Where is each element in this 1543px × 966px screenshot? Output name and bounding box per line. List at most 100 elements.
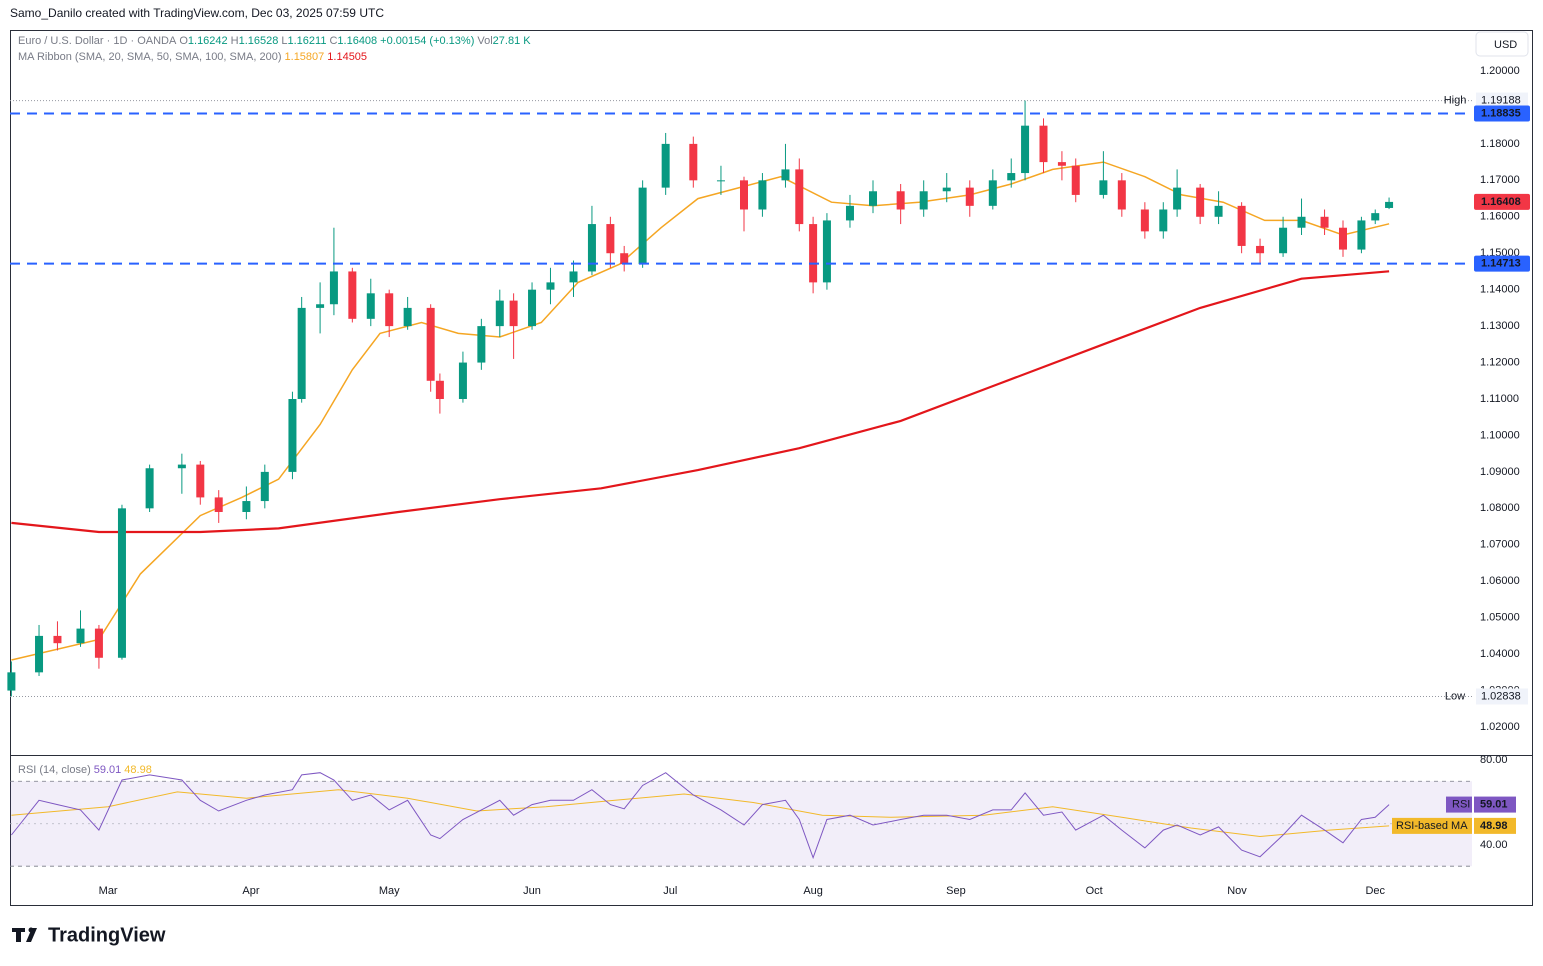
x-tick-label: Aug: [803, 885, 823, 897]
candle-body: [758, 180, 767, 210]
candle-body: [329, 271, 338, 305]
logo: [12, 927, 37, 942]
last-price-box: [1474, 193, 1530, 210]
extreme-box: [1476, 688, 1528, 705]
rsi-legend-value: 59.01: [93, 764, 122, 776]
candle-body: [288, 399, 297, 472]
candle-body: [845, 205, 854, 221]
candle-body: [661, 143, 670, 188]
candle-body: [689, 143, 698, 181]
extreme-label: High: [1444, 95, 1467, 107]
ohlc-letter: L: [281, 35, 288, 47]
candle-body: [1159, 209, 1168, 232]
y-tick-label: 1.04000: [1480, 648, 1520, 660]
x-tick-label: Dec: [1365, 885, 1385, 897]
candle-body: [988, 180, 997, 206]
candle-body: [606, 224, 615, 254]
ohlc-letter: O: [179, 35, 188, 47]
y-tick-label: 1.12000: [1480, 356, 1520, 368]
y-tick-label: 1.11000: [1480, 393, 1519, 405]
x-tick-label: May: [379, 885, 400, 897]
y-tick-label: 1.07000: [1480, 539, 1520, 551]
candle-body: [569, 271, 578, 283]
level-value: 1.14713: [1481, 258, 1521, 270]
candle-body: [528, 289, 537, 327]
currency-label[interactable]: USD: [1494, 39, 1517, 51]
y-tick-label: 1.18000: [1480, 138, 1520, 150]
x-tick-label: Mar: [99, 885, 118, 897]
y-tick-label: 1.14000: [1480, 284, 1520, 296]
x-tick-label: Nov: [1227, 885, 1247, 897]
candle-body: [546, 282, 555, 290]
candle-body: [1117, 180, 1126, 210]
moving-average: [11, 270, 1390, 534]
x-tick-label: Sep: [946, 885, 966, 897]
candle-body: [53, 635, 62, 644]
ohlc-value: 1.16242: [187, 35, 228, 47]
level-box: [1474, 105, 1530, 122]
candle-body: [316, 304, 325, 308]
currency-button[interactable]: [1475, 31, 1529, 57]
candle-body: [1279, 227, 1288, 254]
level-box: [1474, 255, 1530, 272]
candle-body: [366, 293, 375, 319]
candle-body: [1214, 205, 1223, 217]
candle-body: [117, 508, 126, 658]
candle-body: [94, 628, 103, 658]
y-tick-label: 1.06000: [1480, 575, 1520, 587]
volume: 27.81 K: [492, 35, 531, 47]
rsi-name: RSI: [1452, 798, 1470, 810]
y-tick-label: 1.08000: [1480, 502, 1520, 514]
attribution: Samo_Danilo created with TradingView.com…: [10, 6, 384, 20]
ma-value: 1.14505: [327, 51, 368, 63]
extreme-box: [1476, 92, 1528, 109]
last-price: 1.16408: [1481, 196, 1521, 208]
candle-body: [1357, 220, 1366, 250]
y-tick-label: 1.10000: [1480, 429, 1520, 441]
y-tick-label: 1.05000: [1480, 612, 1520, 624]
candle-body: [587, 224, 596, 272]
y-tick-label: 1.17000: [1480, 174, 1520, 186]
candle-body: [1071, 165, 1080, 195]
candle-body: [435, 380, 444, 400]
ma-title: MA Ribbon (SMA, 20, SMA, 50, SMA, 100, S…: [18, 51, 282, 63]
candle-body: [1256, 245, 1265, 254]
extreme-value: 1.19188: [1481, 95, 1521, 107]
candle-body: [869, 191, 878, 206]
candle-body: [1057, 162, 1066, 166]
candle-body: [965, 187, 974, 206]
legend-main: Euro / U.S. Dollar · 1D · OANDA O1.16242 H…: [18, 35, 534, 47]
candle-body: [1196, 187, 1205, 217]
candle-body: [242, 501, 251, 512]
symbol: Euro / U.S. Dollar · 1D · OANDA: [18, 35, 177, 47]
extreme-value: 1.02838: [1481, 690, 1521, 702]
candle-body: [477, 326, 486, 363]
footer-brand: TradingView: [48, 924, 166, 946]
candle-body: [403, 307, 412, 327]
y-tick-label: 1.13000: [1480, 320, 1520, 332]
level-value: 1.18835: [1481, 107, 1521, 119]
candle-body: [620, 253, 629, 265]
candle-body: [1021, 125, 1030, 174]
extreme-label: Low: [1445, 690, 1465, 702]
rsi-ma-value: 48.98: [1480, 820, 1508, 832]
candle-body: [214, 497, 223, 512]
candle-body: [942, 187, 951, 192]
candle-body: [716, 180, 725, 182]
candle-body: [297, 307, 306, 400]
ma-value: 1.15807: [284, 51, 325, 63]
rsi-tick-label: 40.00: [1480, 839, 1508, 851]
candle-body: [1237, 205, 1246, 246]
frame: [10, 30, 1533, 906]
rsi-tick-label: 80.00: [1480, 754, 1508, 766]
candle-body: [1039, 125, 1048, 163]
rsi-ma-legend-value: 48.98: [124, 764, 152, 776]
candle-body: [1297, 216, 1306, 228]
rsi-value-box: [1474, 796, 1516, 813]
rsi-ma-value-box: [1474, 817, 1516, 834]
rsi-ma-name: RSI-based MA: [1396, 820, 1468, 832]
candle-body: [896, 191, 905, 210]
ohlc-value: 1.16528: [238, 35, 279, 47]
candle-body: [739, 180, 748, 210]
